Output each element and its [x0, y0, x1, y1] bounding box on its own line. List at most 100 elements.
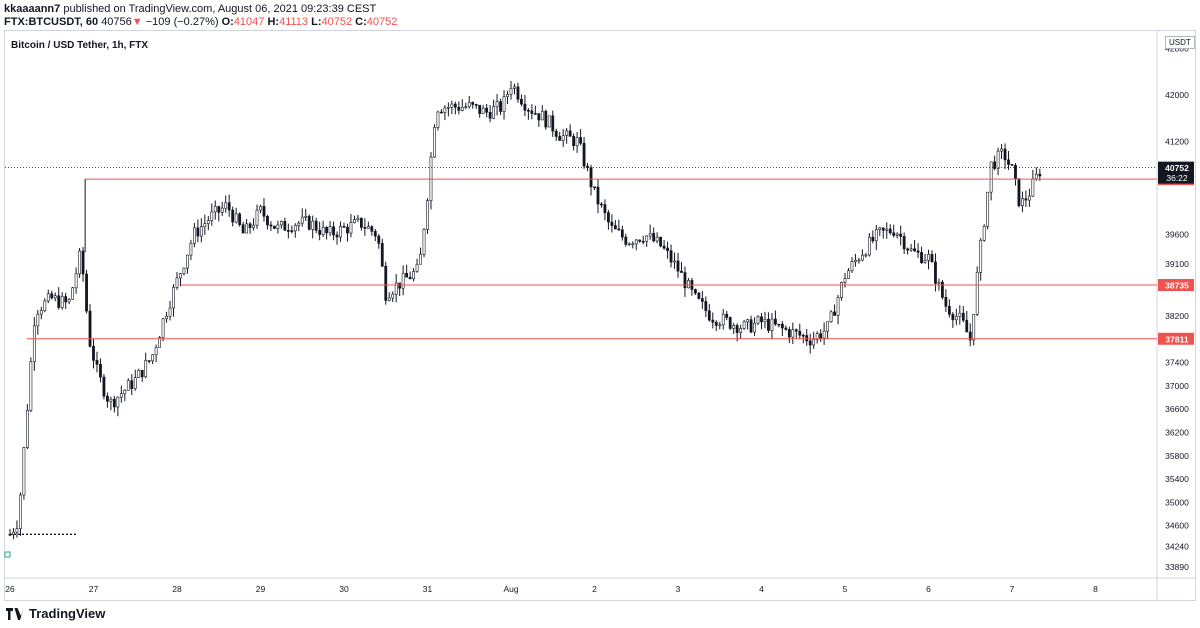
candle-body: [704, 301, 708, 312]
candle-body: [760, 316, 763, 323]
candle-body: [196, 227, 200, 237]
candle-body: [126, 380, 130, 391]
candle-body: [673, 260, 676, 263]
x-tick-label: 29: [256, 584, 266, 594]
level-price-tag: [1158, 279, 1194, 292]
candle-body: [993, 161, 997, 169]
candle-body: [262, 206, 266, 217]
candle-body: [600, 203, 603, 206]
candle-body: [975, 271, 979, 315]
candle-body: [941, 281, 944, 298]
x-tick-label: 28: [172, 584, 182, 594]
candle-body: [154, 347, 158, 356]
candle-body: [408, 276, 412, 280]
candle-body: [488, 111, 492, 119]
candle-body: [784, 327, 788, 330]
candle-body: [523, 103, 527, 111]
x-tick-label: 26: [5, 584, 15, 594]
y-tick-label: 35800: [1165, 451, 1189, 461]
candle-body: [213, 206, 217, 213]
candle-body: [203, 223, 207, 227]
candle-body: [714, 321, 718, 326]
candle-body: [335, 234, 339, 238]
candle-body: [50, 293, 54, 299]
candle-body: [290, 230, 294, 232]
candle-body: [787, 329, 791, 338]
candle-body: [986, 191, 990, 227]
candle-body: [293, 225, 297, 232]
candle-body: [144, 360, 148, 378]
x-tick-label: 2: [592, 584, 597, 594]
candle-body: [930, 254, 934, 263]
y-tick-label: 39600: [1165, 230, 1189, 240]
candle-body: [29, 361, 33, 411]
candle-body: [575, 137, 579, 147]
x-tick-label: Aug: [503, 584, 518, 594]
candle-body: [22, 447, 26, 496]
candle-body: [286, 230, 290, 232]
candle-body: [881, 227, 885, 231]
candle-body: [81, 250, 85, 275]
low-label: L:: [311, 16, 322, 28]
candle-body: [165, 315, 168, 320]
candle-body: [464, 106, 468, 109]
candle-body: [603, 204, 607, 213]
candle-body: [60, 296, 64, 308]
x-tick-label: 7: [1010, 584, 1015, 594]
x-tick-label: 27: [89, 584, 99, 594]
candle-body: [843, 278, 847, 283]
candle-body: [1000, 148, 1003, 152]
candle-body: [565, 130, 569, 136]
x-tick-label: 5: [843, 584, 848, 594]
candle-body: [509, 88, 513, 95]
candle-body: [199, 226, 203, 237]
chart-frame[interactable]: [4, 30, 1196, 601]
candle-body: [878, 227, 882, 230]
candle-body: [735, 325, 739, 333]
candle-body: [394, 282, 398, 295]
candle-body: [746, 319, 749, 323]
y-tick-label: 33890: [1165, 562, 1189, 572]
candle-body: [822, 330, 826, 339]
candle-body: [1017, 178, 1021, 207]
currency-unit-button[interactable]: USDT: [1165, 36, 1195, 49]
candle-body: [321, 227, 325, 235]
candle-body: [554, 130, 558, 137]
candle-body: [631, 243, 635, 246]
candle-body: [112, 398, 116, 408]
candle-body: [763, 318, 767, 323]
candle-body: [109, 398, 113, 402]
candle-body: [1003, 148, 1007, 161]
open-value: 41047: [233, 16, 265, 28]
candle-body: [561, 135, 565, 141]
current-price-label: 40752: [1165, 163, 1189, 173]
candle-body: [450, 103, 454, 108]
candle-body: [325, 227, 329, 234]
candle-body: [697, 292, 701, 299]
candle-body: [558, 136, 562, 141]
candle-body: [57, 295, 61, 308]
candle-body: [412, 271, 415, 280]
candle-body: [259, 206, 262, 211]
candle-body: [610, 221, 614, 226]
candle-body: [405, 272, 409, 278]
candle-body: [106, 395, 109, 402]
candle-body: [332, 226, 335, 236]
y-tick-label: 41200: [1165, 137, 1189, 147]
candle-body: [742, 321, 746, 329]
candle-body: [1031, 178, 1035, 197]
candle-body: [1010, 164, 1014, 166]
symbol-label: FTX:BTCUSDT, 60: [4, 16, 99, 28]
candle-body: [892, 232, 896, 236]
candle-body: [95, 360, 99, 365]
candle-body: [968, 331, 972, 341]
candle-body: [227, 202, 231, 211]
candle-body: [652, 233, 656, 242]
y-tick-label: 37400: [1165, 358, 1189, 368]
low-value: 40752: [321, 16, 353, 28]
candle-body: [645, 235, 649, 242]
candle-body: [99, 364, 102, 378]
candle-body: [300, 216, 304, 224]
candle-body: [224, 202, 228, 209]
